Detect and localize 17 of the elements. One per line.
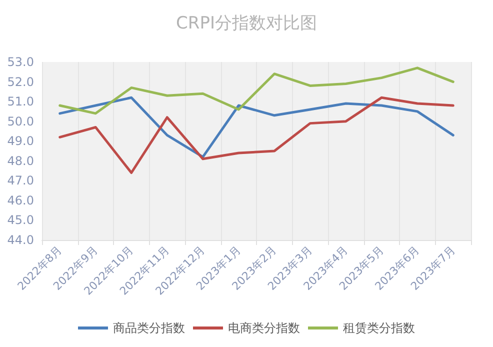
chart-title: CRPI分指数对比图 (176, 14, 317, 34)
y-tick-label: 50.0 (7, 114, 34, 128)
legend-label: 电商类分指数 (228, 321, 300, 335)
line-series (58, 96, 454, 158)
y-tick-label: 47.0 (7, 174, 34, 188)
legend-label: 租赁类分指数 (343, 321, 415, 335)
y-tick-label: 44.0 (7, 233, 34, 247)
y-tick-label: 48.0 (7, 154, 34, 168)
y-tick-label: 51.0 (7, 94, 34, 109)
legend-label: 商品类分指数 (113, 321, 185, 335)
line-series (58, 96, 454, 174)
y-tick-label: 49.0 (7, 134, 34, 148)
y-tick-label: 53.0 (7, 55, 34, 69)
y-tick-label: 46.0 (7, 193, 34, 208)
line-series (58, 66, 454, 115)
y-tick-label: 45.0 (7, 213, 34, 228)
y-tick-label: 52.0 (7, 74, 34, 89)
